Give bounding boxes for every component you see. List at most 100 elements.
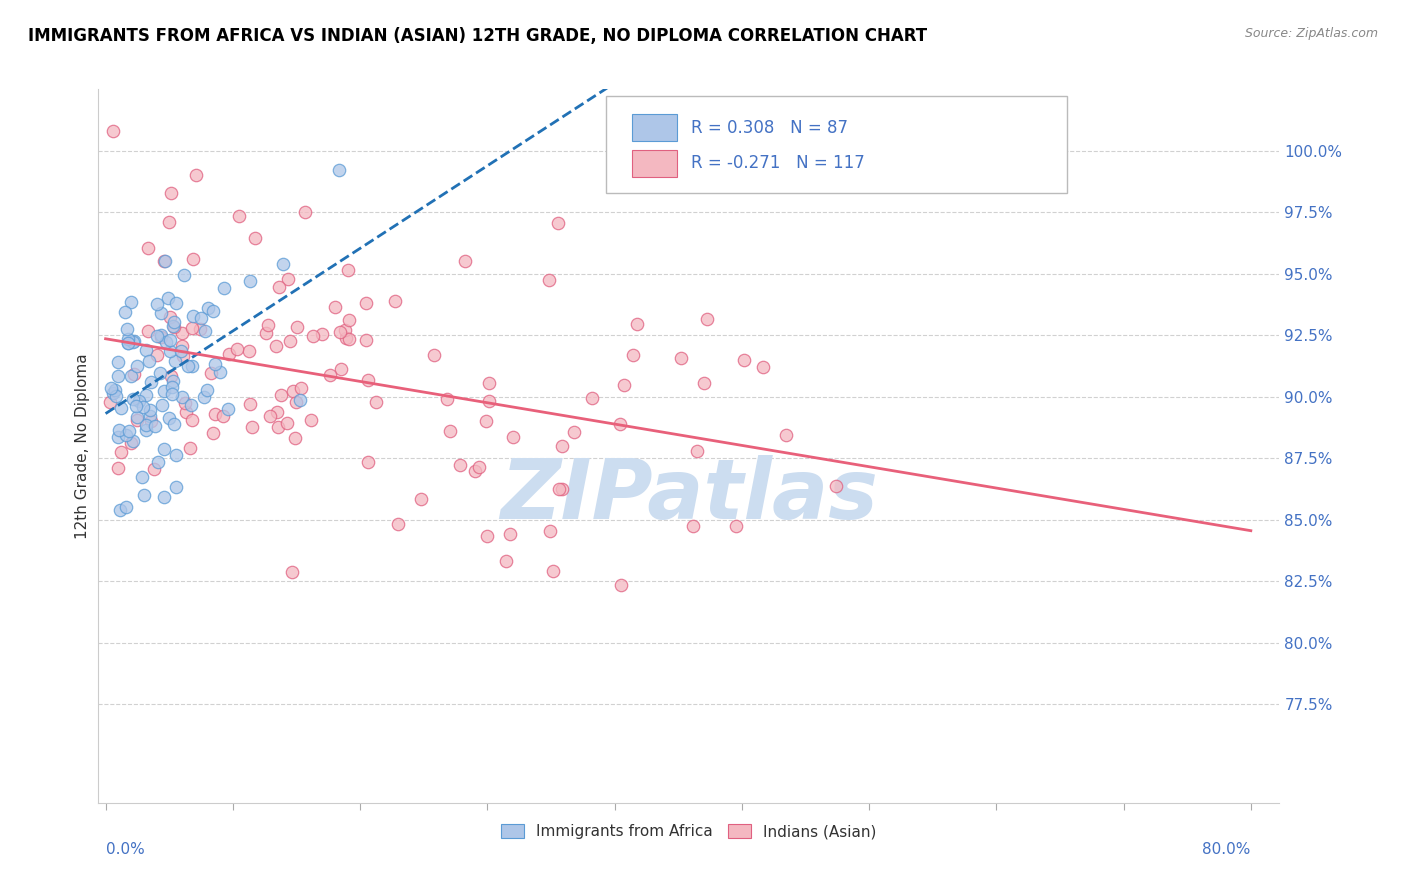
Point [174, 404, 197, 418]
Point [281, 384, 304, 398]
Point [581, 391, 603, 405]
Point [181, 252, 204, 267]
Point [101, 385, 124, 400]
Point [337, 263, 360, 277]
Point [284, 431, 307, 445]
Point [108, 423, 131, 437]
Point [214, 280, 236, 294]
Point [141, 414, 163, 428]
Point [548, 482, 571, 496]
Point [547, 216, 569, 230]
Point [181, 413, 204, 427]
Point [499, 527, 522, 541]
Point [475, 414, 498, 428]
Point [228, 209, 250, 223]
Point [115, 322, 138, 336]
Point [146, 348, 169, 362]
Point [478, 393, 501, 408]
Point [201, 426, 224, 441]
Point [162, 374, 184, 388]
Point [132, 488, 155, 502]
Point [551, 483, 574, 497]
Point [160, 369, 183, 384]
Point [165, 448, 187, 462]
Point [685, 443, 707, 458]
Point [266, 405, 288, 419]
Point [125, 412, 148, 426]
Point [335, 331, 357, 345]
Point [125, 409, 148, 424]
Point [333, 323, 356, 337]
Point [329, 325, 352, 339]
Point [264, 339, 287, 353]
Point [145, 419, 167, 434]
Point [218, 347, 240, 361]
Point [387, 517, 409, 532]
Point [423, 348, 446, 362]
Point [436, 392, 458, 406]
Point [239, 274, 262, 288]
Y-axis label: 12th Grade, No Diploma: 12th Grade, No Diploma [75, 353, 90, 539]
Point [277, 272, 299, 286]
Point [502, 429, 524, 443]
Point [101, 124, 124, 138]
Point [146, 297, 169, 311]
Point [122, 334, 145, 349]
Point [162, 387, 184, 401]
Point [159, 334, 181, 348]
Point [477, 528, 499, 542]
Point [190, 310, 212, 325]
Point [669, 351, 692, 365]
Point [135, 417, 157, 432]
Point [117, 335, 139, 350]
Point [157, 291, 180, 305]
Point [132, 400, 155, 414]
Point [120, 436, 142, 450]
Point [150, 330, 173, 344]
Point [254, 326, 277, 340]
Point [270, 388, 292, 402]
Point [122, 392, 145, 407]
Point [453, 254, 475, 268]
Point [107, 461, 129, 475]
Point [159, 343, 181, 358]
Point [184, 168, 207, 182]
Point [259, 409, 281, 423]
Point [114, 304, 136, 318]
Point [495, 554, 517, 568]
Point [100, 394, 122, 409]
Point [153, 491, 176, 505]
Point [354, 296, 377, 310]
Point [131, 470, 153, 484]
Point [163, 320, 186, 334]
Point [139, 375, 162, 389]
Point [165, 480, 187, 494]
Point [468, 459, 491, 474]
Point [107, 430, 129, 444]
Point [159, 310, 181, 325]
Point [724, 519, 747, 533]
Point [752, 360, 775, 375]
Bar [633, 114, 678, 141]
Point [626, 317, 648, 331]
Point [267, 420, 290, 434]
Point [288, 392, 311, 407]
Point [136, 241, 159, 255]
Text: 0.0%: 0.0% [105, 842, 145, 856]
Point [120, 295, 142, 310]
Point [439, 425, 461, 439]
Point [177, 359, 200, 373]
Point [543, 564, 565, 578]
Point [107, 369, 129, 384]
Point [610, 578, 633, 592]
Point [128, 394, 150, 409]
Point [290, 381, 312, 395]
Point [733, 352, 755, 367]
Point [323, 300, 346, 314]
Point [356, 455, 378, 469]
Point [212, 409, 235, 423]
Point [117, 336, 139, 351]
Point [122, 367, 145, 381]
Point [281, 565, 304, 579]
Point [682, 518, 704, 533]
